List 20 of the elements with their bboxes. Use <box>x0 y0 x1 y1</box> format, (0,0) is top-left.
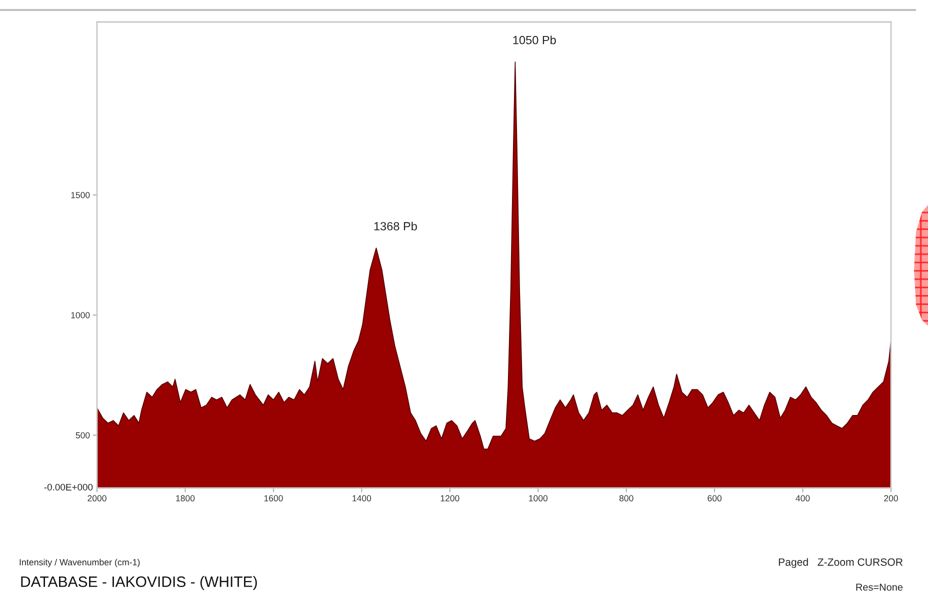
text: -0.00E+000 <box>44 484 93 491</box>
x-tick-label: 1200 <box>440 495 460 502</box>
x-tick-label: 200 <box>884 495 898 502</box>
x-tick-label: 800 <box>619 495 634 502</box>
text: Intensity / Wavenumber (cm-1) <box>20 558 140 568</box>
text: Res=None <box>856 584 903 591</box>
x-tick-label: 2000 <box>88 495 106 502</box>
text: Paged Z-Zoom CURSOR <box>778 558 903 568</box>
x-tick-label: 600 <box>708 495 722 502</box>
annotation: 1050 Pb <box>513 36 556 44</box>
annotation: 1368 Pb <box>374 222 417 230</box>
y-tick-label: 500 <box>76 432 90 438</box>
y-tick-label: 1500 <box>71 192 90 198</box>
x-tick-label: 1000 <box>529 495 548 502</box>
x-tick-label: 1600 <box>264 495 283 502</box>
x-tick-label: 1800 <box>176 495 195 502</box>
x-tick-label: 1400 <box>352 495 372 502</box>
x-tick-label: 400 <box>796 495 810 502</box>
text: DATABASE - IAKOVIDIS - (WHITE) <box>21 576 257 590</box>
y-tick-label: 1000 <box>71 312 90 318</box>
